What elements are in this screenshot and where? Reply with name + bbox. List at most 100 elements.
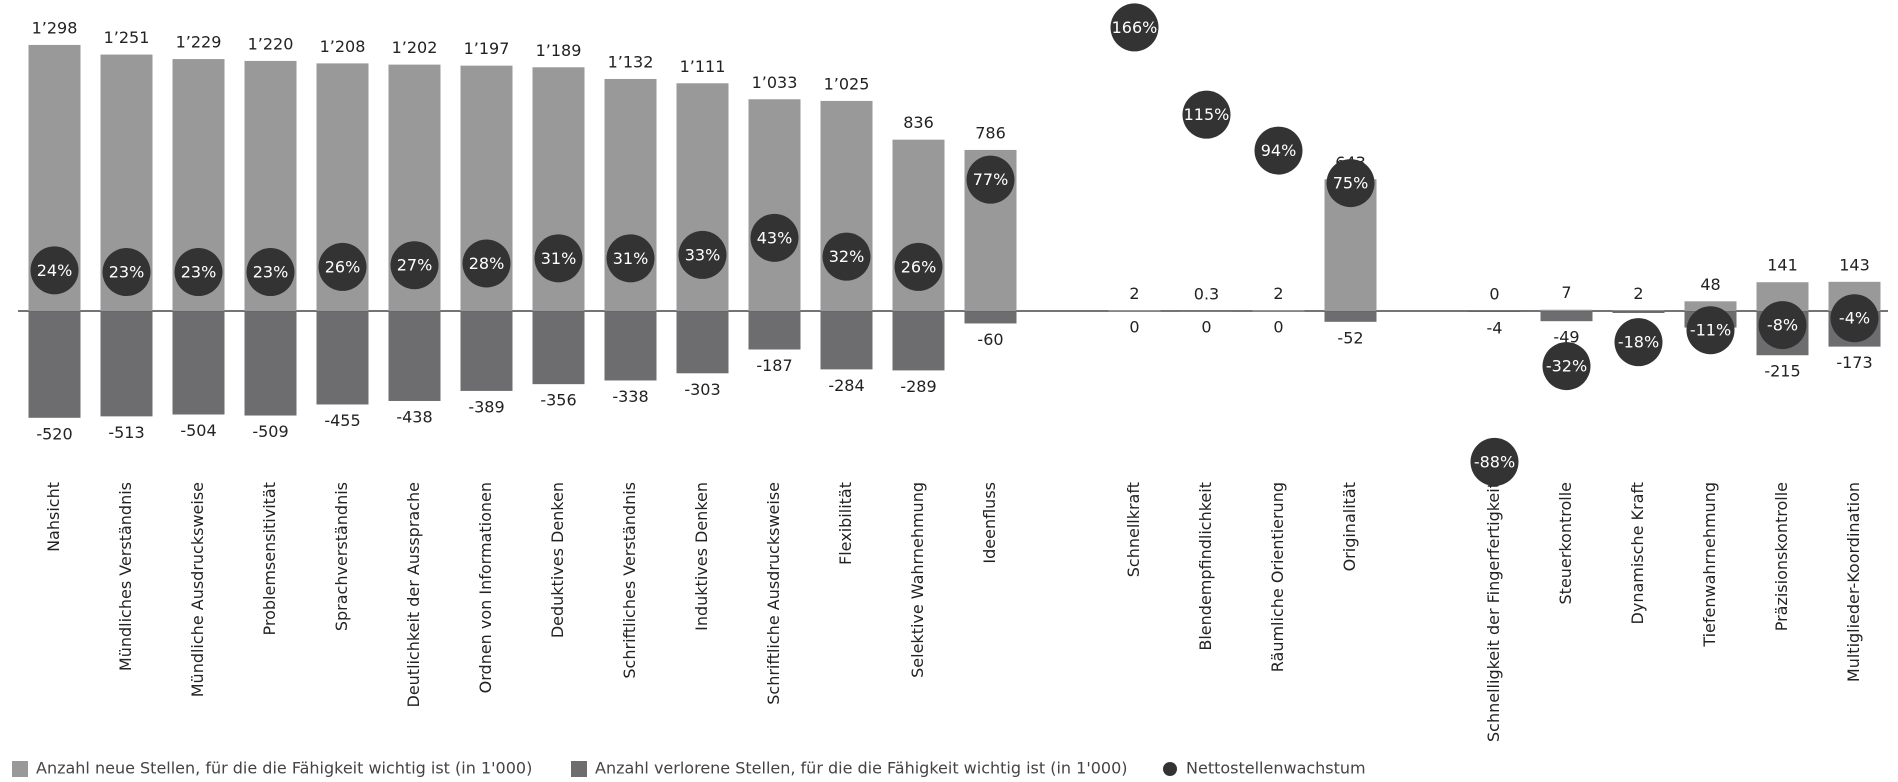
value-label: -215 [1764,362,1800,381]
bar [1540,309,1593,312]
bar [1324,311,1377,322]
value-label: 0 [1489,285,1499,304]
bar [1540,311,1593,322]
x-tick-label: Blendempfindlichkeit [1196,482,1215,651]
bar [604,311,657,381]
x-tick-label: Mündliches Verständnis [116,482,135,671]
bar [460,311,513,391]
value-label: -338 [612,387,648,406]
value-label: 1’111 [680,57,726,76]
legend-label: Anzahl neue Stellen, für die die Fähigke… [36,759,532,778]
bar [892,311,945,371]
net-growth-dot [1110,3,1159,52]
net-growth-dot [606,234,655,283]
value-label: 1’197 [464,39,510,58]
value-label: -504 [180,421,216,440]
bar [1468,311,1521,312]
value-label: 143 [1839,255,1870,274]
net-growth-label: 166% [1112,18,1158,37]
value-label: 1’189 [536,41,582,60]
net-growth-label: 77% [973,170,1009,189]
value-label: 1’025 [824,74,870,93]
value-label: -4 [1487,318,1503,337]
value-label: 48 [1700,275,1720,294]
net-growth-label: 23% [181,263,217,282]
net-growth-label: 23% [253,263,289,282]
net-growth-label: 24% [37,261,73,280]
net-growth-dot [102,248,151,297]
net-growth-label: -4% [1839,309,1870,328]
x-tick-label: Deutlichkeit der Aussprache [404,482,423,708]
net-growth-label: 75% [1333,174,1369,193]
net-growth-dot [1470,437,1519,486]
net-growth-dot [1542,342,1591,391]
x-tick-label: Multiglieder-Koordination [1844,482,1863,682]
net-growth-label: -8% [1767,316,1798,335]
x-tick-label: Schnelligkeit der Fingerfertigkeit [1484,482,1503,742]
bar [388,311,441,401]
value-label: -49 [1553,328,1579,347]
net-growth-label: 26% [325,257,361,276]
value-label: -289 [900,377,936,396]
legend-label: Anzahl verlorene Stellen, für die die Fä… [595,759,1128,778]
value-label: 1’208 [320,37,366,56]
net-growth-dot [1326,159,1375,208]
value-label: -455 [324,411,360,430]
bar [1612,311,1665,313]
net-growth-dot [966,155,1015,204]
bar [28,311,81,418]
x-tick-label: Problemsensitivität [260,482,279,636]
net-growth-label: 32% [829,247,865,266]
net-growth-label: 31% [613,249,649,268]
value-label: -513 [108,423,144,442]
bar [172,311,225,415]
value-label: 1’132 [608,52,654,71]
net-growth-label: 23% [109,263,145,282]
value-label: 0 [1129,318,1139,337]
net-growth-dot [894,242,943,291]
x-tick-label: Sprachverständnis [332,482,351,631]
x-tick-label: Flexibilität [836,482,855,565]
value-label: 836 [903,113,934,132]
x-tick-label: Nahsicht [44,482,63,552]
net-growth-label: 94% [1261,141,1297,160]
legend: Anzahl neue Stellen, für die die Fähigke… [12,759,1366,778]
net-growth-label: 27% [397,256,433,275]
x-tick-label: Räumliche Orientierung [1268,482,1287,672]
bar [748,99,801,312]
x-tick-label: Deduktives Denken [548,482,567,638]
net-growth-label: 33% [685,245,721,264]
value-label: 2 [1129,284,1139,303]
value-label: 1’220 [248,34,294,53]
bar [244,311,297,416]
value-label: 1’033 [752,73,798,92]
net-growth-dot [678,230,727,279]
net-growth-label: -32% [1546,357,1587,376]
net-growth-dot [1758,301,1807,350]
value-label: -52 [1337,328,1363,347]
value-label: 0 [1273,318,1283,337]
net-growth-label: -88% [1474,452,1515,471]
x-tick-label: Schriftliches Verständnis [620,482,639,679]
net-growth-dot [534,234,583,283]
net-growth-label: 31% [541,249,577,268]
bar [316,311,369,405]
net-growth-dot [1614,318,1663,367]
bar [964,311,1017,324]
net-growth-label: -18% [1618,333,1659,352]
net-growth-label: 26% [901,257,937,276]
net-growth-label: -11% [1690,321,1731,340]
value-label: -60 [977,330,1003,349]
x-tick-label: Schriftliche Ausdrucksweise [764,482,783,705]
x-tick-label: Originalität [1340,482,1359,571]
net-growth-dot [462,239,511,288]
value-label: 1’202 [392,38,438,57]
value-label: 1’229 [176,33,222,52]
x-tick-label: Schnellkraft [1124,482,1143,577]
net-growth-dot [750,213,799,262]
net-growth-dot [1254,126,1303,175]
net-growth-label: 28% [469,254,505,273]
value-label: -173 [1836,353,1872,372]
x-tick-label: Mündliche Ausdrucksweise [188,482,207,697]
net-growth-dot [1686,306,1735,355]
